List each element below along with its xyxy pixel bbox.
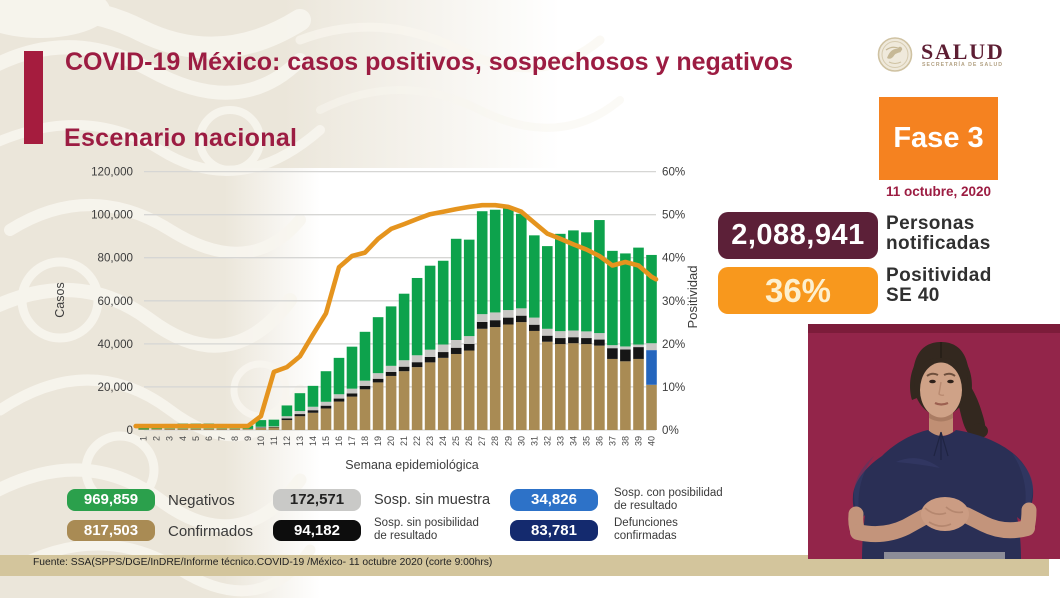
svg-text:11: 11 xyxy=(269,436,279,445)
svg-text:24: 24 xyxy=(438,436,448,446)
svg-text:12: 12 xyxy=(282,436,292,446)
svg-text:10%: 10% xyxy=(662,381,685,394)
svg-text:19: 19 xyxy=(373,436,383,446)
svg-text:0: 0 xyxy=(127,424,133,437)
svg-text:9: 9 xyxy=(243,436,253,441)
svg-text:60,000: 60,000 xyxy=(98,295,133,308)
svg-text:20%: 20% xyxy=(662,338,685,351)
svg-text:1: 1 xyxy=(139,436,149,441)
svg-text:27: 27 xyxy=(477,436,487,446)
svg-text:100,000: 100,000 xyxy=(91,209,133,222)
svg-text:20: 20 xyxy=(386,436,396,446)
svg-text:26: 26 xyxy=(464,436,474,446)
svg-text:21: 21 xyxy=(399,436,409,446)
svg-text:Positividad: Positividad xyxy=(685,266,700,329)
svg-text:Semana epidemiológica: Semana epidemiológica xyxy=(345,458,478,472)
svg-text:33: 33 xyxy=(555,436,565,446)
svg-text:23: 23 xyxy=(425,436,435,446)
svg-text:40,000: 40,000 xyxy=(98,338,133,351)
svg-text:6: 6 xyxy=(204,436,214,441)
svg-text:120,000: 120,000 xyxy=(91,166,133,179)
svg-text:0%: 0% xyxy=(662,424,679,437)
svg-text:39: 39 xyxy=(634,436,644,446)
svg-text:30%: 30% xyxy=(662,295,685,308)
svg-text:14: 14 xyxy=(308,436,318,446)
svg-text:38: 38 xyxy=(620,436,630,446)
svg-text:3: 3 xyxy=(165,436,175,441)
svg-text:50%: 50% xyxy=(662,209,685,222)
svg-text:25: 25 xyxy=(451,436,461,446)
svg-text:7: 7 xyxy=(217,436,227,441)
svg-text:20,000: 20,000 xyxy=(98,381,133,394)
svg-text:29: 29 xyxy=(503,436,513,446)
svg-text:30: 30 xyxy=(516,436,526,446)
svg-text:35: 35 xyxy=(581,436,591,446)
svg-text:31: 31 xyxy=(529,436,539,446)
svg-text:28: 28 xyxy=(490,436,500,446)
svg-text:18: 18 xyxy=(360,436,370,446)
svg-text:15: 15 xyxy=(321,436,331,446)
svg-text:8: 8 xyxy=(230,436,240,441)
svg-text:32: 32 xyxy=(542,436,552,446)
svg-text:10: 10 xyxy=(256,436,266,446)
svg-text:5: 5 xyxy=(191,436,201,441)
svg-text:22: 22 xyxy=(412,436,422,446)
svg-text:36: 36 xyxy=(594,436,604,446)
svg-text:2: 2 xyxy=(152,436,162,441)
svg-text:16: 16 xyxy=(334,436,344,446)
svg-text:40%: 40% xyxy=(662,252,685,265)
svg-text:13: 13 xyxy=(295,436,305,446)
svg-text:4: 4 xyxy=(178,436,188,441)
svg-text:Casos: Casos xyxy=(53,282,67,317)
svg-text:60%: 60% xyxy=(662,166,685,179)
svg-text:34: 34 xyxy=(568,436,578,446)
svg-text:80,000: 80,000 xyxy=(98,252,133,265)
svg-text:17: 17 xyxy=(347,436,357,446)
svg-text:37: 37 xyxy=(607,436,617,446)
svg-text:40: 40 xyxy=(647,436,657,446)
